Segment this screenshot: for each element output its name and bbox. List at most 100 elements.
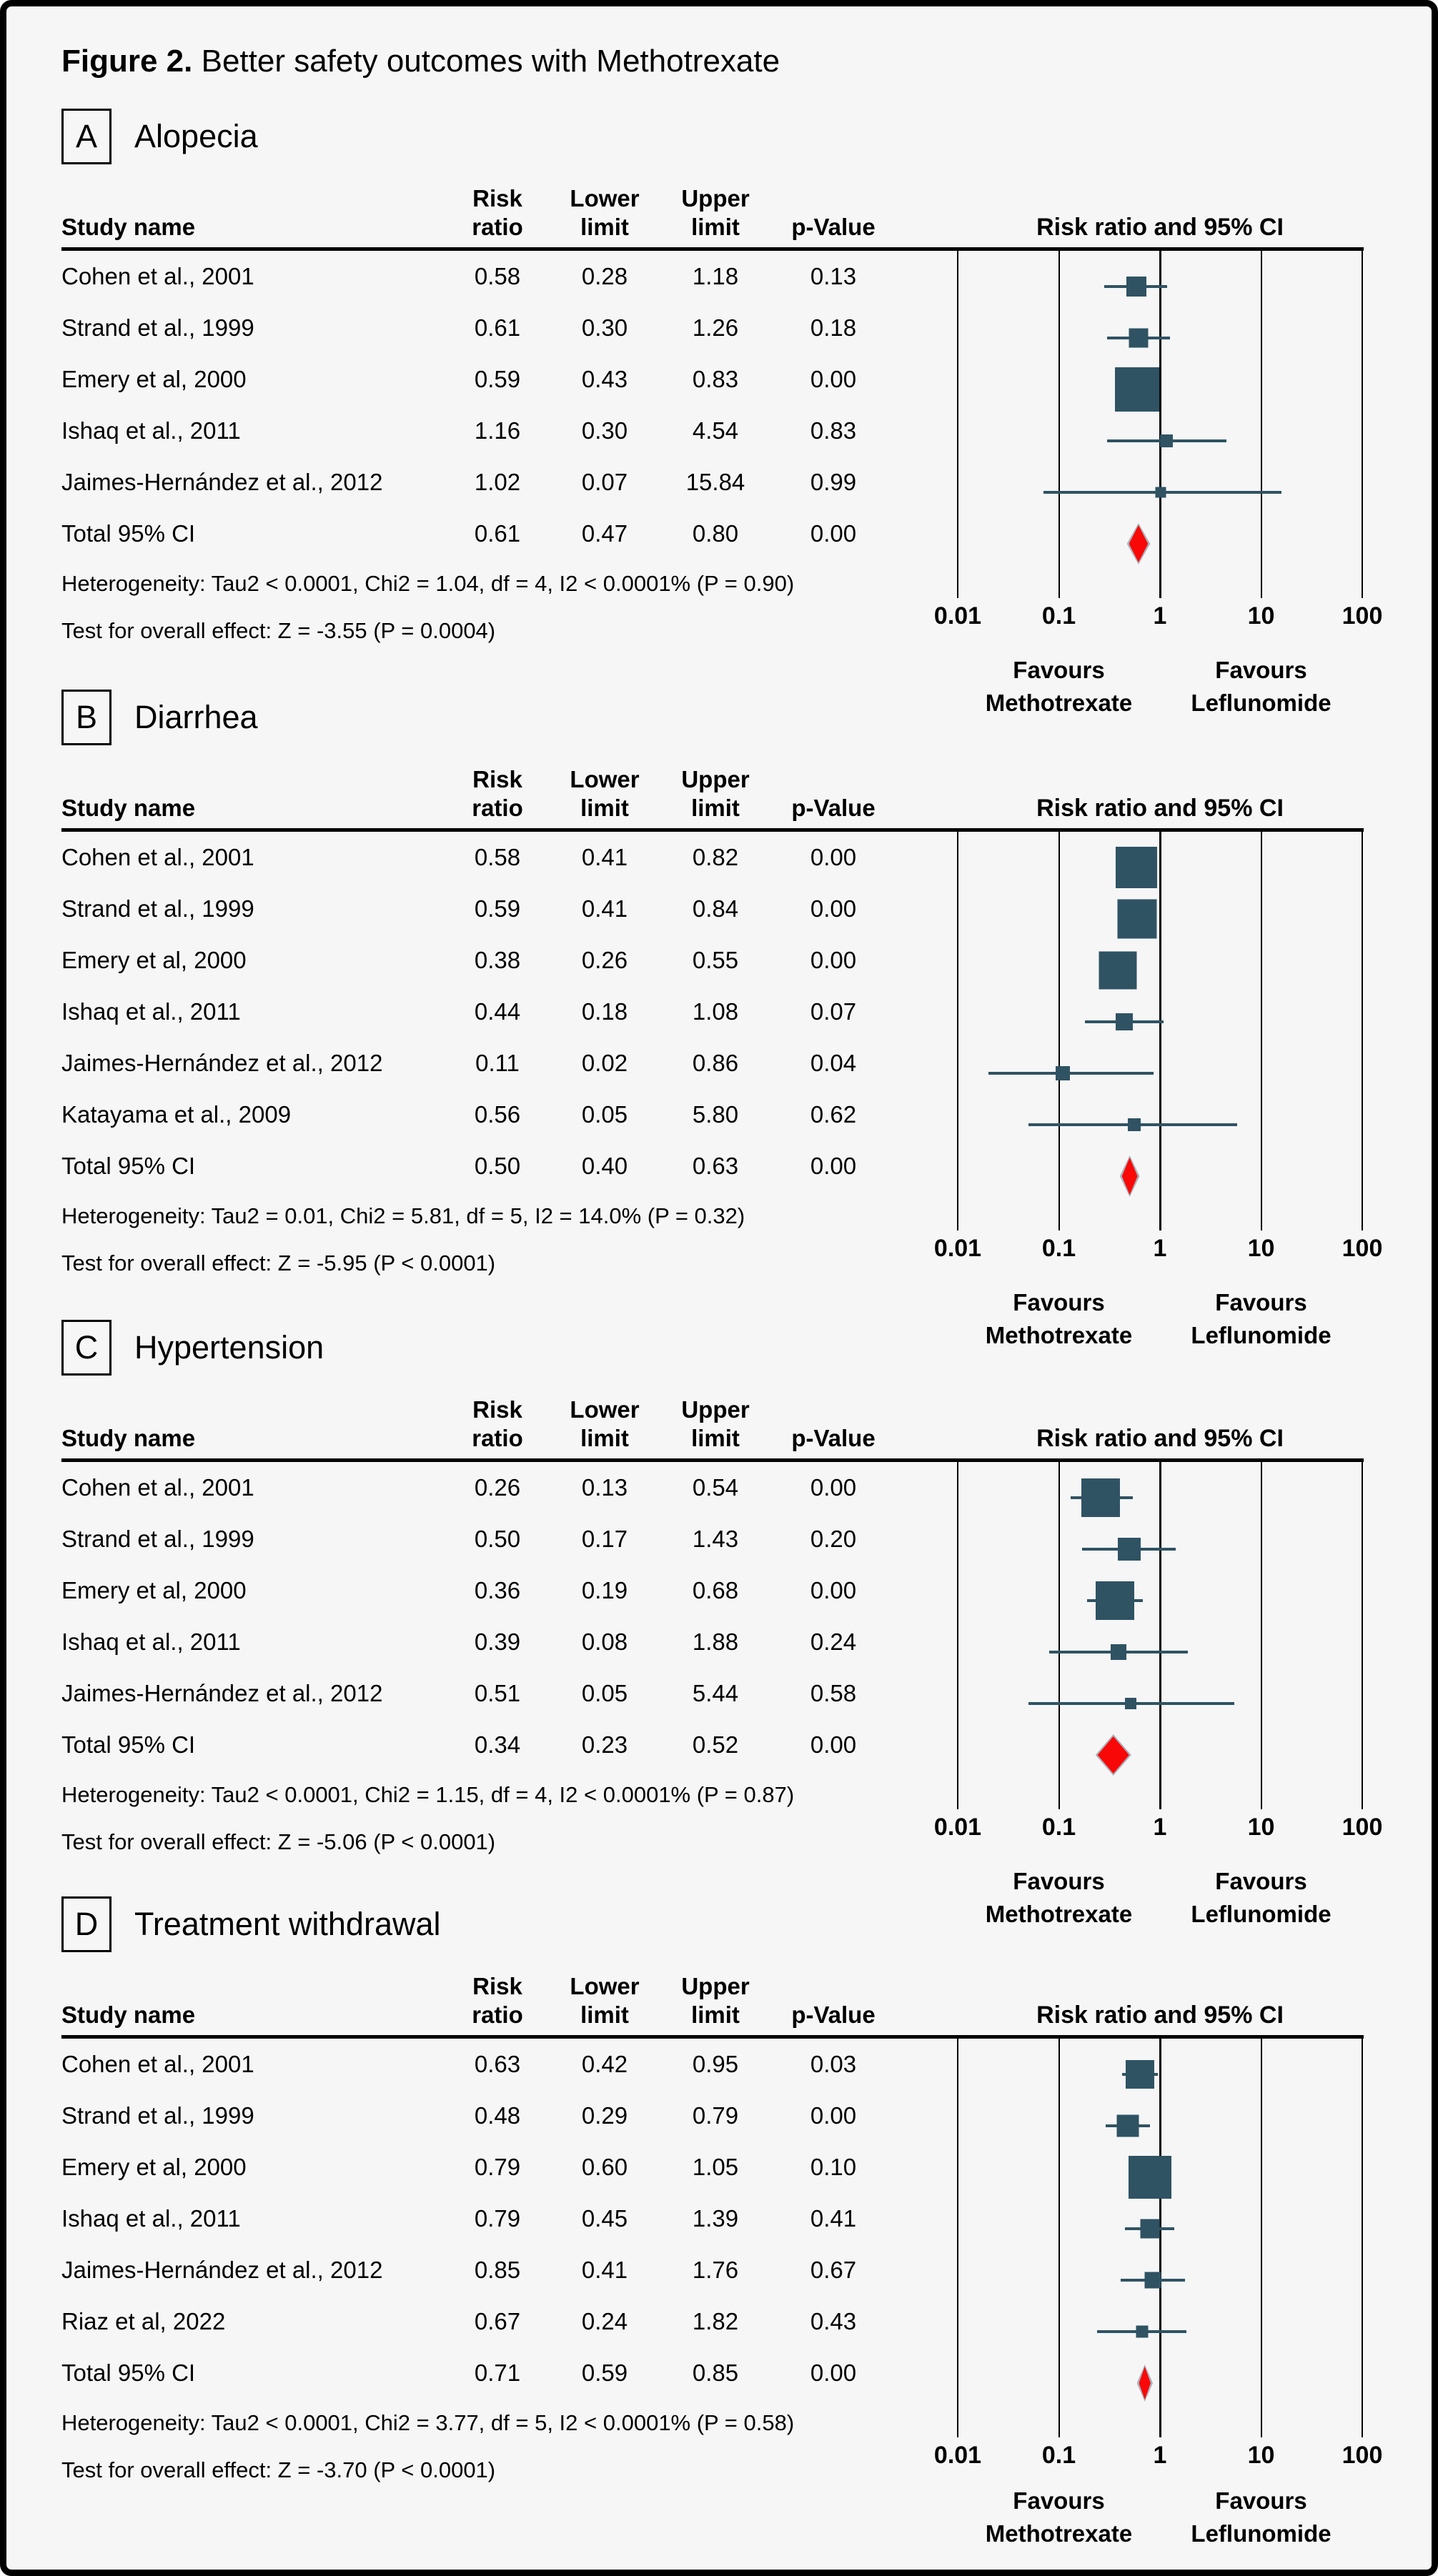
risk-ratio-value: 0.59 [474, 895, 521, 922]
study-plot-row [958, 467, 1362, 518]
risk-ratio-value: 0.11 [475, 1050, 520, 1076]
panel-header-row: A Alopecia [61, 108, 1432, 165]
panel-a: A Alopecia Study name Risk ratio Lower limit Up… [61, 108, 1432, 720]
column-header-p-value: p-Value [791, 795, 876, 821]
study-plot-row [958, 842, 1362, 893]
axis-gridline [1362, 832, 1363, 1230]
lower-limit-value: 0.41 [581, 844, 628, 870]
favours-row: Favours Methotrexate Favours Leflunomide [958, 2485, 1362, 2550]
study-table: Cohen et al., 2001 0.63 0.42 0.95 0.03 Strand… [61, 2039, 894, 2483]
panel-letter-box: A [61, 109, 111, 164]
axis-tick-label: 100 [1342, 1235, 1383, 1262]
upper-limit-value: 0.79 [692, 2102, 739, 2129]
lower-limit-value: 0.19 [581, 1577, 628, 1603]
axis-tick-label: 0.1 [1041, 1235, 1076, 1262]
favours-right-label: Favours Leflunomide [1191, 657, 1332, 716]
p-value: 0.00 [810, 844, 857, 870]
p-value: 0.04 [810, 1050, 857, 1076]
effect-square [1144, 2272, 1161, 2289]
summary-plot-row [958, 1729, 1362, 1781]
upper-limit-value: 1.08 [692, 998, 739, 1025]
effect-square [1125, 2060, 1154, 2089]
total-row: Total 95% CI 0.71 0.59 0.85 0.00 [61, 2347, 894, 2399]
plot-column-header-label: Risk ratio and 95% CI [1036, 2001, 1284, 2029]
study-row: Jaimes-Hernández et al., 2012 0.85 0.41 1.7… [61, 2244, 894, 2296]
summary-plot-row [958, 518, 1362, 570]
plot-column-header: Risk ratio and 95% CI [894, 2001, 1364, 2029]
study-name: Strand et al., 1999 [61, 895, 254, 922]
study-name: Riaz et al, 2022 [61, 2308, 226, 2334]
column-header-study: Study name [61, 2001, 196, 2028]
forest-plot-column: 0.01 0.1 1 10 100 Favours Methotrexate Favours L… [894, 832, 1382, 1352]
lower-limit-value: 0.42 [581, 2051, 628, 2077]
axis-tick-label: 0.1 [1041, 2442, 1076, 2469]
p-value: 0.67 [810, 2257, 857, 2283]
lower-limit-value: 0.08 [581, 1628, 628, 1655]
upper-limit-value: 0.68 [692, 1577, 739, 1603]
lower-limit-value: 0.13 [581, 1474, 628, 1501]
p-value: 0.00 [810, 1731, 857, 1758]
effect-square [1128, 2156, 1171, 2199]
upper-limit-value: 1.39 [692, 2205, 739, 2232]
study-plot-row [958, 2254, 1362, 2306]
forest-plot-canvas [957, 832, 1363, 1230]
effect-square [1117, 899, 1157, 939]
column-header-risk-ratio: Risk ratio [472, 1396, 523, 1451]
lower-limit-value: 0.26 [581, 947, 628, 973]
upper-limit-value: 1.26 [692, 314, 739, 341]
study-row: Emery et al, 2000 0.59 0.43 0.83 0.00 [61, 354, 894, 405]
column-header-upper-limit: Upper limit [681, 766, 750, 821]
study-name: Emery et al, 2000 [61, 947, 247, 973]
upper-limit-value: 1.82 [692, 2308, 739, 2334]
lower-limit-value: 0.17 [581, 1526, 628, 1552]
p-value: 0.00 [810, 520, 857, 547]
risk-ratio-value: 0.48 [474, 2102, 521, 2129]
study-plot-row [958, 893, 1362, 945]
axis-gridline [1362, 2039, 1363, 2437]
p-value: 0.00 [810, 1153, 857, 1179]
axis-tick-label: 0.01 [933, 1235, 982, 1262]
favours-row: Favours Methotrexate Favours Leflunomide [958, 654, 1362, 720]
study-name: Cohen et al., 2001 [61, 844, 254, 870]
upper-limit-value: 1.76 [692, 2257, 739, 2283]
study-plot-row [958, 1626, 1362, 1678]
figure-title-prefix: Figure 2. [61, 44, 193, 79]
upper-limit-value: 1.88 [692, 1628, 739, 1655]
favours-right-label: Favours Leflunomide [1191, 2487, 1332, 2547]
axis-gridline [1362, 251, 1363, 598]
study-row: Emery et al, 2000 0.38 0.26 0.55 0.00 [61, 935, 894, 986]
study-plot-row [958, 1575, 1362, 1626]
upper-limit-value: 1.18 [692, 263, 739, 289]
axis-gridline [957, 1462, 958, 1809]
effect-square [1140, 2219, 1159, 2239]
favours-left-label: Favours Methotrexate [985, 2487, 1133, 2547]
study-name: Strand et al., 1999 [61, 2102, 254, 2129]
column-header-study: Study name [61, 214, 196, 240]
risk-ratio-value: 0.71 [474, 2359, 521, 2386]
study-name: Cohen et al., 2001 [61, 263, 254, 289]
risk-ratio-value: 0.58 [474, 263, 521, 289]
axis-tick-label: 0.1 [1041, 602, 1076, 630]
study-name: Jaimes-Hernández et al., 2012 [61, 1680, 383, 1706]
effect-square [1136, 2325, 1149, 2338]
study-plot-row [958, 364, 1362, 415]
risk-ratio-value: 0.36 [474, 1577, 521, 1603]
study-plot-row [958, 261, 1362, 312]
favours-right-label: Favours Leflunomide [1191, 1868, 1332, 1927]
study-name: Cohen et al., 2001 [61, 2051, 254, 2077]
study-row: Cohen et al., 2001 0.26 0.13 0.54 0.00 [61, 1462, 894, 1513]
lower-limit-value: 0.02 [581, 1050, 628, 1076]
column-header-p-value: p-Value [791, 214, 876, 240]
summary-diamond [1095, 1734, 1131, 1776]
study-name: Emery et al, 2000 [61, 366, 247, 392]
study-row: Strand et al., 1999 0.48 0.29 0.79 0.00 [61, 2090, 894, 2142]
panel-header-row: B Diarrhea [61, 689, 1432, 746]
study-plot-row [958, 2100, 1362, 2152]
upper-limit-value: 0.85 [692, 2359, 739, 2386]
study-table: Cohen et al., 2001 0.26 0.13 0.54 0.00 Strand… [61, 1462, 894, 1855]
axis-gridline [1260, 832, 1262, 1230]
upper-limit-value: 0.95 [692, 2051, 739, 2077]
panel-letter-box: B [61, 690, 111, 745]
study-name: Strand et al., 1999 [61, 314, 254, 341]
risk-ratio-value: 0.44 [474, 998, 521, 1025]
